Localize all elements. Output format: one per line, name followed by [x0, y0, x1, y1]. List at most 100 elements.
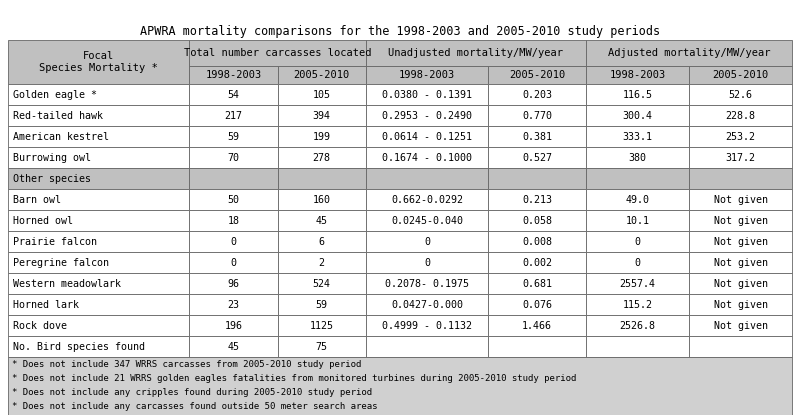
Text: 253.2: 253.2	[726, 132, 755, 142]
Bar	[689, 210, 792, 231]
Bar	[8, 105, 190, 126]
Text: 300.4: 300.4	[622, 110, 653, 120]
Bar	[366, 189, 488, 210]
Text: 10.1: 10.1	[626, 215, 650, 225]
Bar	[689, 273, 792, 294]
Bar	[366, 66, 488, 84]
Bar	[586, 273, 689, 294]
Bar	[366, 315, 488, 336]
Text: Not given: Not given	[714, 320, 767, 330]
Text: 0.076: 0.076	[522, 300, 552, 310]
Bar	[366, 105, 488, 126]
Text: * Does not include 347 WRRS carcasses from 2005-2010 study period: * Does not include 347 WRRS carcasses fr…	[12, 360, 362, 369]
Text: Not given: Not given	[714, 215, 767, 225]
Text: 70: 70	[227, 152, 239, 163]
Text: 0: 0	[230, 257, 237, 268]
Text: 317.2: 317.2	[726, 152, 755, 163]
Text: 1.466: 1.466	[522, 320, 552, 330]
Text: 0.1674 - 0.1000: 0.1674 - 0.1000	[382, 152, 472, 163]
Text: 2005-2010: 2005-2010	[294, 70, 350, 80]
Bar	[488, 336, 586, 357]
Text: 0.2953 - 0.2490: 0.2953 - 0.2490	[382, 110, 472, 120]
Bar	[689, 189, 792, 210]
Bar	[689, 294, 792, 315]
Text: 59: 59	[227, 132, 239, 142]
Bar	[190, 189, 278, 210]
Text: 116.5: 116.5	[622, 90, 653, 100]
Text: 228.8: 228.8	[726, 110, 755, 120]
Bar	[586, 210, 689, 231]
Bar	[366, 168, 488, 189]
Bar	[488, 147, 586, 168]
Bar	[689, 105, 792, 126]
Bar	[190, 231, 278, 252]
Text: 2: 2	[318, 257, 325, 268]
Text: Rock dove: Rock dove	[13, 320, 67, 330]
Text: 0: 0	[230, 237, 237, 247]
Bar	[8, 231, 190, 252]
Bar	[190, 252, 278, 273]
Bar	[278, 231, 366, 252]
Text: Burrowing owl: Burrowing owl	[13, 152, 91, 163]
Bar	[689, 84, 792, 105]
Text: 0.770: 0.770	[522, 110, 552, 120]
Bar	[586, 252, 689, 273]
Text: 0.662-0.0292: 0.662-0.0292	[391, 195, 463, 205]
Text: 199: 199	[313, 132, 330, 142]
Text: 196: 196	[224, 320, 242, 330]
Bar	[488, 105, 586, 126]
Text: Total number carcasses located: Total number carcasses located	[184, 48, 371, 58]
Text: Golden eagle *: Golden eagle *	[13, 90, 97, 100]
Text: 0.0380 - 0.1391: 0.0380 - 0.1391	[382, 90, 472, 100]
Bar	[586, 294, 689, 315]
Text: Barn owl: Barn owl	[13, 195, 61, 205]
Text: 1998-2003: 1998-2003	[206, 70, 262, 80]
Bar	[190, 84, 278, 105]
Text: 54: 54	[227, 90, 239, 100]
Text: Other species: Other species	[13, 173, 91, 183]
Text: 75: 75	[315, 342, 328, 352]
Bar	[278, 84, 366, 105]
Text: 6: 6	[318, 237, 325, 247]
Bar	[8, 357, 792, 415]
Bar	[586, 189, 689, 210]
Text: 49.0: 49.0	[626, 195, 650, 205]
Text: Horned lark: Horned lark	[13, 300, 79, 310]
Bar	[366, 84, 488, 105]
Bar	[586, 105, 689, 126]
Text: 0.213: 0.213	[522, 195, 552, 205]
Bar	[278, 147, 366, 168]
Bar	[190, 294, 278, 315]
Bar	[488, 126, 586, 147]
Bar	[8, 294, 190, 315]
Text: 333.1: 333.1	[622, 132, 653, 142]
Bar	[488, 189, 586, 210]
Text: 45: 45	[315, 215, 328, 225]
Text: 105: 105	[313, 90, 330, 100]
Bar	[488, 168, 586, 189]
Text: 1125: 1125	[310, 320, 334, 330]
Text: 0.381: 0.381	[522, 132, 552, 142]
Bar	[689, 315, 792, 336]
Text: 0.0245-0.040: 0.0245-0.040	[391, 215, 463, 225]
Bar	[366, 40, 586, 66]
Bar	[488, 66, 586, 84]
Text: Focal
Species Mortality *: Focal Species Mortality *	[39, 51, 158, 73]
Text: Peregrine falcon: Peregrine falcon	[13, 257, 109, 268]
Bar	[689, 336, 792, 357]
Bar	[689, 147, 792, 168]
Bar	[689, 168, 792, 189]
Bar	[689, 252, 792, 273]
Bar	[366, 126, 488, 147]
Bar	[278, 336, 366, 357]
Text: 59: 59	[315, 300, 328, 310]
Text: 160: 160	[313, 195, 330, 205]
Bar	[190, 66, 278, 84]
Text: 1998-2003: 1998-2003	[610, 70, 666, 80]
Bar	[8, 84, 190, 105]
Text: 0.4999 - 0.1132: 0.4999 - 0.1132	[382, 320, 472, 330]
Bar	[488, 315, 586, 336]
Bar	[586, 231, 689, 252]
Bar	[488, 294, 586, 315]
Bar	[8, 252, 190, 273]
